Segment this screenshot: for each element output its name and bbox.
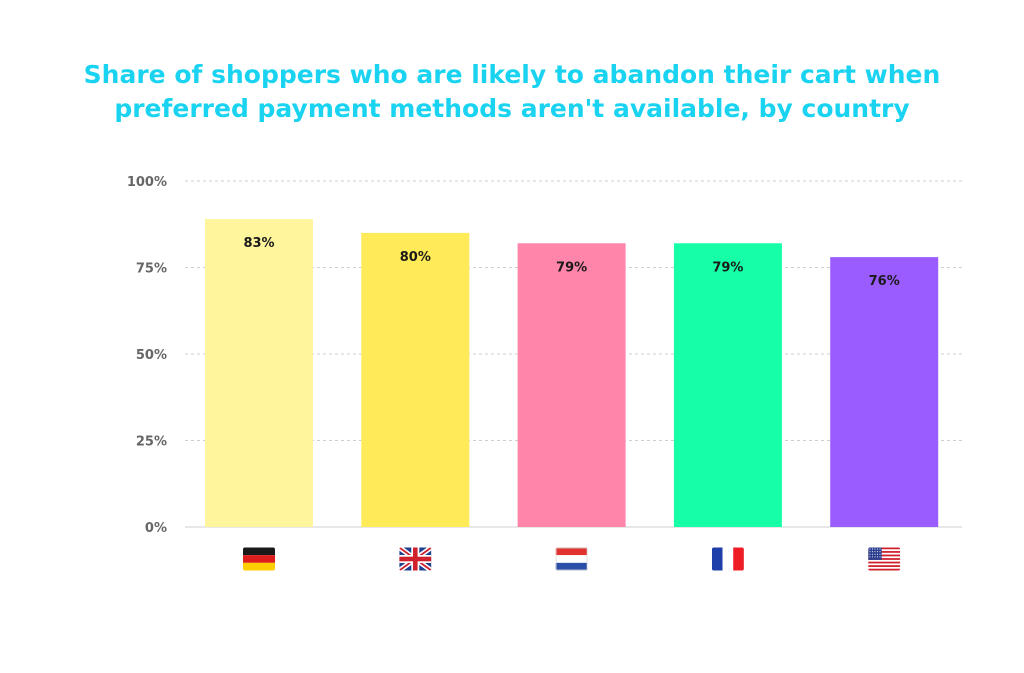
data-label: 79% <box>712 260 743 275</box>
y-tick-label: 100% <box>127 175 167 190</box>
chart-title-line-2: preferred payment methods aren't availab… <box>114 94 910 123</box>
data-label: 80% <box>400 250 431 265</box>
data-label: 83% <box>243 236 274 251</box>
flags-layer <box>243 547 901 571</box>
bar-united-states <box>830 257 939 527</box>
bars-layer <box>205 219 939 527</box>
chart-title: Share of shoppers who are likely to aban… <box>0 58 1024 126</box>
data-label: 76% <box>869 274 900 289</box>
y-tick-label: 75% <box>136 262 167 277</box>
bar-netherlands <box>517 243 626 527</box>
bar-germany <box>205 219 313 527</box>
data-label: 79% <box>556 260 587 275</box>
bar-united-kingdom <box>361 232 470 527</box>
y-tick-label: 0% <box>145 521 167 536</box>
flag-netherlands-icon <box>555 547 588 571</box>
flag-usa-icon <box>868 547 901 571</box>
flag-germany-icon <box>243 547 275 571</box>
flag-uk-icon <box>399 547 432 571</box>
chart-title-line-1: Share of shoppers who are likely to aban… <box>83 60 941 89</box>
data-labels-layer: 83% 80% 79% 79% 76% <box>243 236 899 289</box>
flag-france-icon <box>711 547 744 571</box>
y-tick-label: 50% <box>136 348 167 363</box>
bar-france <box>673 243 782 527</box>
y-tick-label: 25% <box>136 435 167 450</box>
